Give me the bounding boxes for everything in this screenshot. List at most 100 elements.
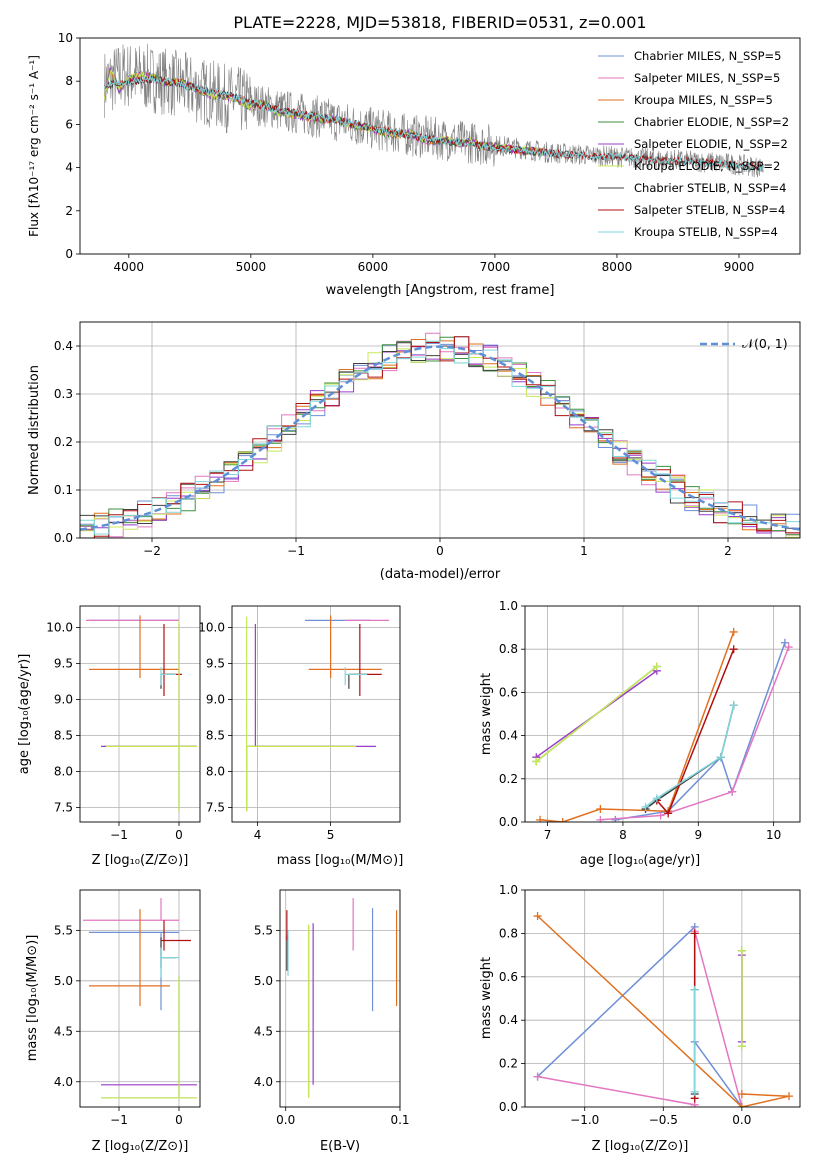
mass-vs-ebv-plotarea [280, 890, 400, 1107]
massweight-vs-age-ytick-label: 1.0 [499, 599, 518, 613]
legend-entry-5: Kroupa ELODIE, N_SSP=2 [634, 159, 780, 173]
legend-entry-6: Chabrier STELIB, N_SSP=4 [634, 181, 786, 195]
massweight-vs-Z-xtick-label: 0.0 [732, 1113, 751, 1127]
spectrum-frame [79, 37, 801, 255]
mass-vs-ebv-ytick-label: 5.5 [254, 923, 273, 937]
spectrum-ytick-label: 0 [65, 247, 73, 261]
spectrum-ytick-label: 2 [65, 204, 73, 218]
legend-entry-1: Salpeter MILES, N_SSP=5 [634, 71, 780, 85]
age-vs-Z-xtick-label: 0 [175, 828, 183, 842]
age-vs-Z-frame [79, 605, 201, 823]
massweight-vs-Z-point-7-0 [690, 929, 699, 938]
massweight-vs-age-xtick-label: 7 [544, 828, 552, 842]
legend-entry-0: Chabrier MILES, N_SSP=5 [634, 49, 781, 63]
massweight-vs-age-point-5-0 [532, 757, 541, 766]
massweight-vs-Z-point-8-0 [690, 985, 699, 994]
massweight-vs-Z-point-5-1 [737, 1042, 746, 1051]
age-vs-Z-axes: −1 0 7.5 8.0 8.5 9.0 9.5 10.0 [46, 605, 201, 842]
massweight-vs-age-point-8-3 [729, 701, 738, 710]
spectrum-xtick-label: 9000 [724, 260, 755, 274]
spectrum-ytick-label: 10 [58, 31, 73, 45]
residuals-xtick-label: 0 [436, 544, 444, 558]
age-Z-ylabel: age [log₁₀(age/yr)] [17, 654, 32, 775]
massweight-vs-Z-ytick-label: 1.0 [499, 883, 518, 897]
normal-curve [80, 345, 800, 531]
massweight-vs-Z-xtick-label: −0.5 [649, 1113, 678, 1127]
massweight-vs-age-point-7-1 [664, 809, 673, 818]
age-vs-Z-ytick-label: 8.5 [54, 729, 73, 743]
massweight-vs-age-series-1 [600, 646, 790, 821]
legend-entry-3: Chabrier ELODIE, N_SSP=2 [634, 115, 789, 129]
massweight-vs-age-point-1-1 [656, 811, 665, 820]
spectrum-xlabel: wavelength [Angstrom, rest frame] [326, 283, 555, 298]
massweight-vs-Z-plotarea [525, 890, 800, 1107]
spectrum-ylabel: Flux [fλ10⁻¹⁷ erg cm⁻² s⁻¹ A⁻¹] [27, 55, 41, 237]
massweight-vs-age-series-7 [656, 648, 735, 815]
massweight-vs-Z-point-2-2 [785, 1092, 793, 1101]
massweight-vs-Z-xtick-label: −1.0 [570, 1113, 599, 1127]
mass-ebv-xlabel: E(B-V) [320, 1139, 360, 1154]
massweight-vs-Z-point-2-3 [737, 1089, 746, 1098]
massweight-vs-Z-ytick-label: 0.0 [499, 1100, 518, 1114]
mass-Z-ylabel: mass [log₁₀(M/M⊙)] [25, 935, 40, 1062]
massweight-vs-age-point-1-3 [784, 643, 793, 652]
age-vs-mass-ytick-label: 7.5 [206, 801, 225, 815]
mass-vs-Z-xtick-label: −1 [110, 1113, 128, 1127]
massweight-vs-age-point-1-2 [728, 787, 737, 796]
massweight-vs-Z-point-8-1 [690, 1087, 699, 1096]
massweight-vs-age-ytick-label: 0.8 [499, 642, 518, 656]
spectrum-ytick-label: 6 [65, 117, 73, 131]
residuals-ytick-label: 0.1 [54, 483, 73, 497]
mass-vs-Z-xtick-label: 0 [175, 1113, 183, 1127]
age-vs-Z-plotarea [80, 606, 200, 822]
massweight-vs-age-point-7-2 [729, 645, 738, 654]
legend-entry-7: Salpeter STELIB, N_SSP=4 [634, 203, 785, 217]
massweight-vs-Z-frame [524, 889, 801, 1108]
massweight-vs-Z-ytick-label: 0.8 [499, 926, 518, 940]
legend-entry-4: Salpeter ELODIE, N_SSP=2 [634, 137, 788, 151]
residuals-frame [79, 321, 801, 539]
mass-vs-Z-frame [79, 889, 201, 1108]
mass-vs-Z-plotarea [80, 890, 200, 1107]
mw-age-xlabel: age [log₁₀(age/yr)] [580, 853, 701, 868]
massweight-vs-age-ytick-label: 0.2 [499, 772, 518, 786]
massweight-vs-age-ytick-label: 0.4 [499, 729, 518, 743]
age-vs-Z-ytick-label: 10.0 [46, 621, 73, 635]
massweight-vs-age-ytick-label: 0.0 [499, 815, 518, 829]
massweight-vs-age-point-5-1 [652, 662, 661, 671]
model-line-8 [103, 75, 764, 172]
age-vs-Z-ytick-label: 9.0 [54, 693, 73, 707]
age-vs-mass-ytick-label: 10.0 [198, 621, 225, 635]
legend-entry-2: Kroupa MILES, N_SSP=5 [634, 93, 773, 107]
mass-vs-Z-ytick-label: 5.5 [54, 923, 73, 937]
age-vs-Z-xtick-label: −1 [110, 828, 128, 842]
mw-age-ylabel: mass weight [479, 673, 494, 755]
spectrum-xtick-label: 8000 [602, 260, 633, 274]
massweight-vs-age-series-0 [615, 642, 786, 821]
massweight-vs-age-series-5 [535, 665, 658, 763]
massweight-vs-Z-point-5-0 [737, 946, 746, 955]
massweight-vs-Z-series-2 [537, 915, 790, 1107]
massweight-vs-Z-point-1-0 [533, 1072, 542, 1081]
residuals-ytick-label: 0.4 [54, 339, 73, 353]
mw-Z-xlabel: Z [log₁₀(Z/Z⊙)] [592, 1139, 689, 1154]
massweight-vs-age-ytick-label: 0.6 [499, 685, 518, 699]
residual-hist-8 [80, 340, 800, 535]
age-vs-mass-ytick-label: 9.5 [206, 657, 225, 671]
residuals-plotarea [80, 322, 800, 538]
age-vs-mass-ytick-label: 8.5 [206, 729, 225, 743]
legend-entry-8: Kroupa STELIB, N_SSP=4 [634, 225, 778, 239]
mass-vs-ebv-frame [279, 889, 401, 1108]
massweight-vs-age-xtick-label: 10 [766, 828, 781, 842]
spectrum-title: PLATE=2228, MJD=53818, FIBERID=0531, z=0… [233, 13, 646, 32]
mass-vs-ebv-xtick-label: 0.0 [276, 1113, 295, 1127]
massweight-vs-Z-axes: −1.0 −0.5 0.0 0.0 0.2 0.4 0.6 0.8 1.0 [499, 883, 801, 1127]
spectrum-plotarea [103, 43, 764, 178]
massweight-vs-age-series-8 [645, 705, 735, 808]
massweight-vs-age-point-8-1 [652, 794, 661, 803]
spectrum-axes: 4000 5000 6000 7000 8000 9000 0 2 4 6 8 10 Chabrier … [58, 31, 801, 274]
residuals-xtick-label: 2 [724, 544, 732, 558]
massweight-vs-Z-point-2-1 [737, 1103, 746, 1107]
age-vs-mass-ytick-label: 8.0 [206, 765, 225, 779]
